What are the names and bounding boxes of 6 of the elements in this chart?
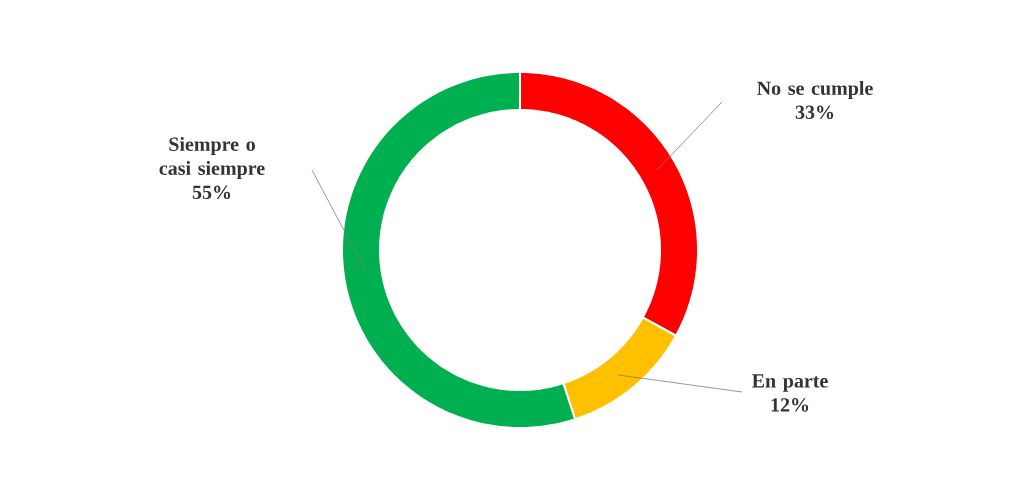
data-label: 33% [795, 105, 834, 120]
slice-label: Siempre o casi siempre [159, 136, 265, 180]
data-label: 12% [771, 398, 809, 412]
slice-label: No se cumple [757, 80, 873, 100]
slice-label: En parte [752, 374, 828, 392]
data-label: 55% [192, 185, 231, 200]
